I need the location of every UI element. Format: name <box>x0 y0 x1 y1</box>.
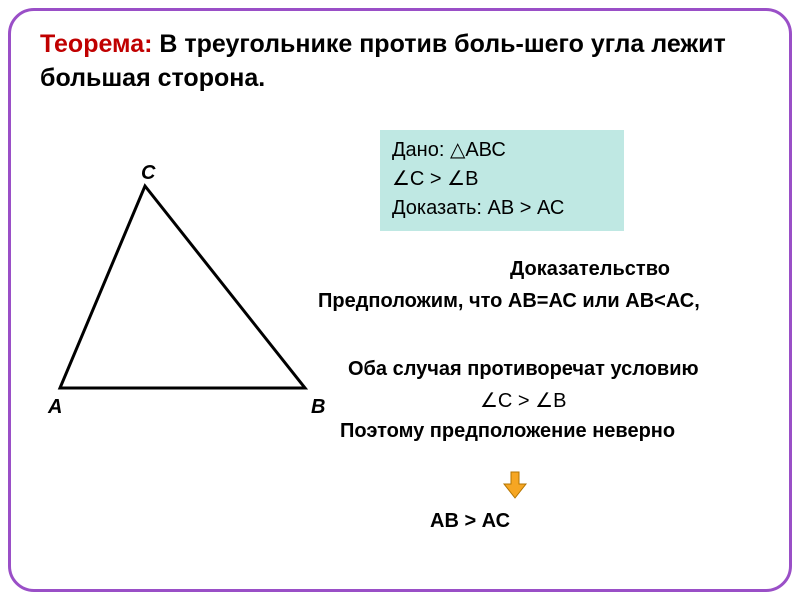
given-line-3: Доказать: АВ > АС <box>392 194 612 223</box>
triangle-figure: А В С <box>40 168 340 418</box>
vertex-label-b: В <box>311 396 325 419</box>
given-line-1: Дано: △АВС <box>392 136 612 165</box>
given-box: Дано: △АВС ∠С > ∠В Доказать: АВ > АС <box>380 130 624 231</box>
proof-contradict: Оба случая противоречат условию <box>348 358 699 381</box>
proof-angle-expr: ∠С > ∠В <box>480 388 566 413</box>
proof-final: АВ > АС <box>430 510 510 533</box>
proof-therefore: Поэтому предположение неверно <box>340 420 675 443</box>
down-arrow-icon <box>500 470 530 500</box>
proof-title: Доказательство <box>440 258 740 281</box>
theorem-block: Теорема: В треугольнике против боль-шего… <box>40 28 760 96</box>
triangle-svg <box>40 168 340 418</box>
vertex-label-a: А <box>48 396 62 419</box>
given-line-2: ∠С > ∠В <box>392 165 612 194</box>
proof-assume: Предположим, что АВ=АС или АВ<АС, <box>318 290 700 313</box>
vertex-label-c: С <box>141 162 155 185</box>
theorem-label: Теорема: <box>40 30 152 58</box>
